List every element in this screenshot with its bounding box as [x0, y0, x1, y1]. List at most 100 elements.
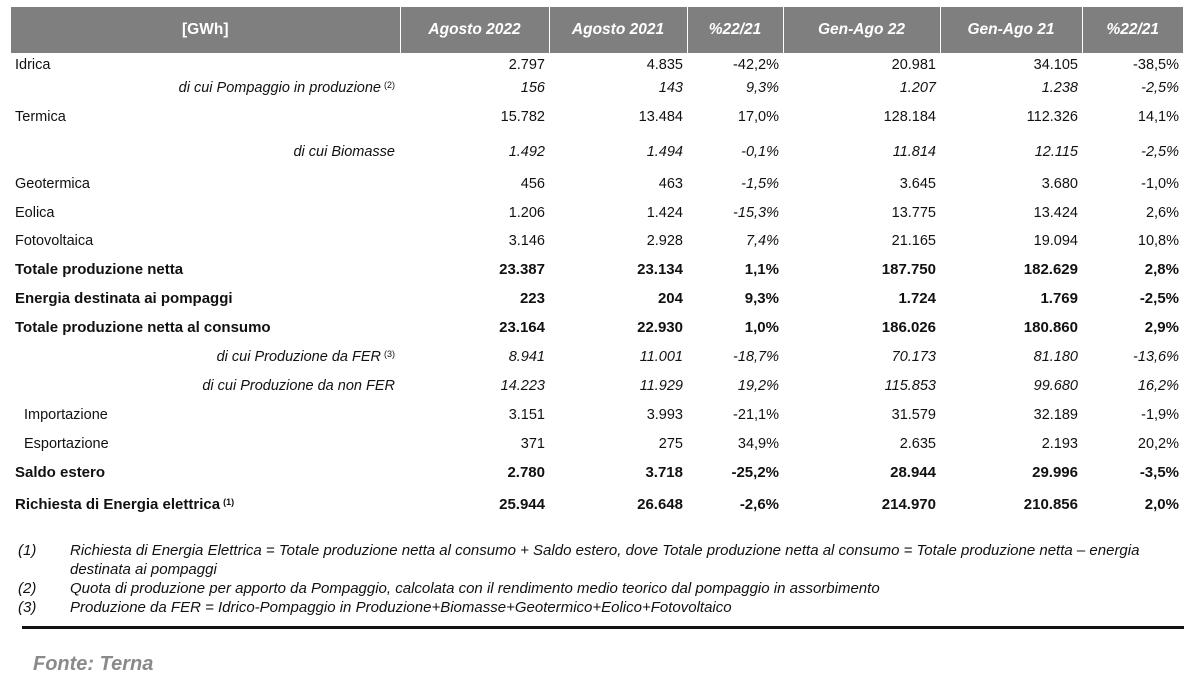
cell-agosto-2022: 1.492: [508, 143, 545, 160]
table-row: Importazione 3.151 3.993 -21,1% 31.579 32.189…: [11, 400, 1183, 429]
cell-agosto-2021: 3.993: [646, 406, 683, 423]
row-label-text: Saldo estero: [15, 464, 106, 481]
cell-gen-ago-22: 3.645: [899, 175, 936, 192]
cell-pct-ytd: -1,9%: [1141, 406, 1179, 423]
row-label: di cui Produzione da non FER: [11, 371, 400, 400]
cell-gen-ago-22: 1.724: [898, 290, 936, 307]
row-label-text: di cui Produzione da non FER: [202, 377, 395, 394]
cell-pct-ytd: 2,9%: [1144, 319, 1179, 336]
cell-pct-ytd: -2,5%: [1141, 143, 1179, 160]
cell-gen-ago-21: 29.996: [1032, 464, 1078, 481]
cell-agosto-2022: 223: [519, 290, 545, 307]
cell-gen-ago-22: 13.775: [891, 204, 936, 221]
cell-pct-month: -2,6%: [739, 495, 779, 513]
row-label: Totale produzione netta: [11, 255, 400, 284]
cell-pct-ytd: -2,5%: [1141, 79, 1179, 96]
cell-agosto-2021: 463: [658, 175, 683, 192]
cell-agosto-2021: 1.494: [646, 143, 683, 160]
cell-pct-ytd: -3,5%: [1139, 464, 1179, 481]
cell-agosto-2022: 8.941: [508, 348, 545, 365]
cell-gen-ago-21: 32.189: [1033, 406, 1078, 423]
cell-gen-ago-22: 214.970: [881, 495, 936, 513]
row-label-text: Idrica: [15, 56, 51, 73]
cell-agosto-2022: 3.151: [508, 406, 545, 423]
row-label-text: di cui Pompaggio in produzione: [178, 79, 381, 96]
table-row: Termica 15.782 13.484 17,0% 128.184 112.326 14…: [11, 99, 1183, 134]
footnote-reference: (1): [223, 496, 235, 507]
cell-pct-ytd: -13,6%: [1133, 348, 1179, 365]
footnote-1: (1) Richiesta di Energia Elettrica = Tot…: [18, 541, 1188, 579]
cell-gen-ago-21: 3.680: [1041, 175, 1078, 192]
cell-agosto-2021: 22.930: [637, 319, 683, 336]
cell-agosto-2022: 2.797: [508, 56, 545, 73]
cell-gen-ago-21: 182.629: [1023, 261, 1078, 278]
row-label: di cui Produzione da FER (3): [11, 342, 400, 371]
row-label: Importazione: [11, 400, 400, 429]
cell-gen-ago-21: 1.238: [1041, 79, 1078, 96]
cell-pct-month: -42,2%: [733, 56, 779, 73]
cell-gen-ago-21: 112.326: [1026, 108, 1078, 125]
cell-pct-month: 9,3%: [745, 79, 779, 96]
cell-agosto-2022: 15.782: [500, 108, 545, 125]
cell-agosto-2021: 2.928: [646, 233, 683, 249]
cell-pct-month: -1,5%: [741, 175, 779, 192]
table-row: Idrica 2.797 4.835 -42,2% 20.981 34.105 -38,5%: [11, 53, 1183, 76]
cell-pct-month: 1,0%: [744, 319, 779, 336]
cell-gen-ago-22: 28.944: [890, 464, 936, 481]
cell-gen-ago-21: 210.856: [1023, 495, 1078, 513]
cell-pct-month: 9,3%: [744, 290, 779, 307]
cell-agosto-2022: 23.387: [499, 261, 545, 278]
cell-pct-ytd: -2,5%: [1139, 290, 1179, 307]
energy-balance-table: [GWh] Agosto 2022 Agosto 2021 %22/21 Gen…: [11, 7, 1183, 521]
footnote-text: Quota di produzione per apporto da Pompa…: [70, 580, 880, 597]
cell-agosto-2021: 4.835: [646, 56, 683, 73]
footnotes: (1) Richiesta di Energia Elettrica = Tot…: [18, 541, 1188, 617]
row-label-text: Importazione: [24, 406, 108, 423]
cell-pct-ytd: 2,6%: [1145, 204, 1179, 221]
cell-agosto-2021: 11.929: [639, 377, 683, 394]
row-label-text: Totale produzione netta: [15, 261, 184, 278]
energy-table-container: [GWh] Agosto 2022 Agosto 2021 %22/21 Gen…: [11, 7, 1183, 521]
table-row: di cui Produzione da FER (3) 8.941 11.001 -1…: [11, 342, 1183, 371]
row-label: Richiesta di Energia elettrica (1): [11, 487, 400, 521]
cell-pct-month: 1,1%: [744, 261, 779, 278]
cell-gen-ago-22: 115.853: [884, 377, 936, 394]
cell-pct-month: 19,2%: [737, 377, 779, 394]
table-row: Totale produzione netta 23.387 23.134 1,1% 1…: [11, 255, 1183, 284]
footnote-number: (2): [18, 580, 37, 597]
header-gen-ago-22: Gen-Ago 22: [783, 7, 941, 53]
cell-pct-ytd: 20,2%: [1137, 435, 1179, 452]
header-unit: [GWh]: [11, 7, 401, 53]
cell-agosto-2022: 2.780: [507, 464, 545, 481]
footnote-number: (3): [18, 599, 37, 616]
cell-agosto-2022: 456: [520, 175, 545, 192]
cell-agosto-2021: 23.134: [637, 261, 683, 278]
row-label: Geotermica: [11, 169, 400, 198]
footnote-text: Richiesta di Energia Elettrica = Totale …: [70, 542, 1140, 578]
row-label-text: di cui Produzione da FER: [216, 348, 381, 365]
row-label: Fotovoltaica: [11, 227, 400, 255]
row-label-text: di cui Biomasse: [293, 143, 395, 160]
cell-gen-ago-21: 2.193: [1041, 435, 1078, 452]
cell-gen-ago-21: 99.680: [1033, 377, 1078, 394]
table-row: Totale produzione netta al consumo 23.164…: [11, 313, 1183, 342]
cell-pct-ytd: 10,8%: [1137, 233, 1179, 249]
table-body: Idrica 2.797 4.835 -42,2% 20.981 34.105 -38,5%…: [11, 53, 1183, 521]
cell-agosto-2022: 371: [520, 435, 545, 452]
row-label-text: Termica: [15, 108, 66, 125]
row-label-text: Energia destinata ai pompaggi: [15, 290, 233, 307]
cell-gen-ago-21: 81.180: [1033, 348, 1078, 365]
row-label-text: Richiesta di Energia elettrica: [15, 495, 221, 513]
footnote-number: (1): [18, 542, 37, 559]
table-row: di cui Biomasse 1.492 1.494 -0,1% 11.814 12.1…: [11, 134, 1183, 169]
cell-pct-month: 7,4%: [745, 233, 779, 249]
footnote-reference: (3): [384, 348, 395, 359]
cell-pct-month: 34,9%: [737, 435, 779, 452]
cell-gen-ago-21: 12.115: [1034, 143, 1078, 160]
cell-agosto-2022: 156: [520, 79, 545, 96]
footnote-reference: (2): [384, 79, 395, 90]
cell-gen-ago-22: 128.184: [883, 108, 936, 125]
cell-gen-ago-22: 11.814: [892, 143, 936, 160]
row-label: Eolica: [11, 198, 400, 227]
table-header-row: [GWh] Agosto 2022 Agosto 2021 %22/21 Gen…: [11, 7, 1183, 53]
